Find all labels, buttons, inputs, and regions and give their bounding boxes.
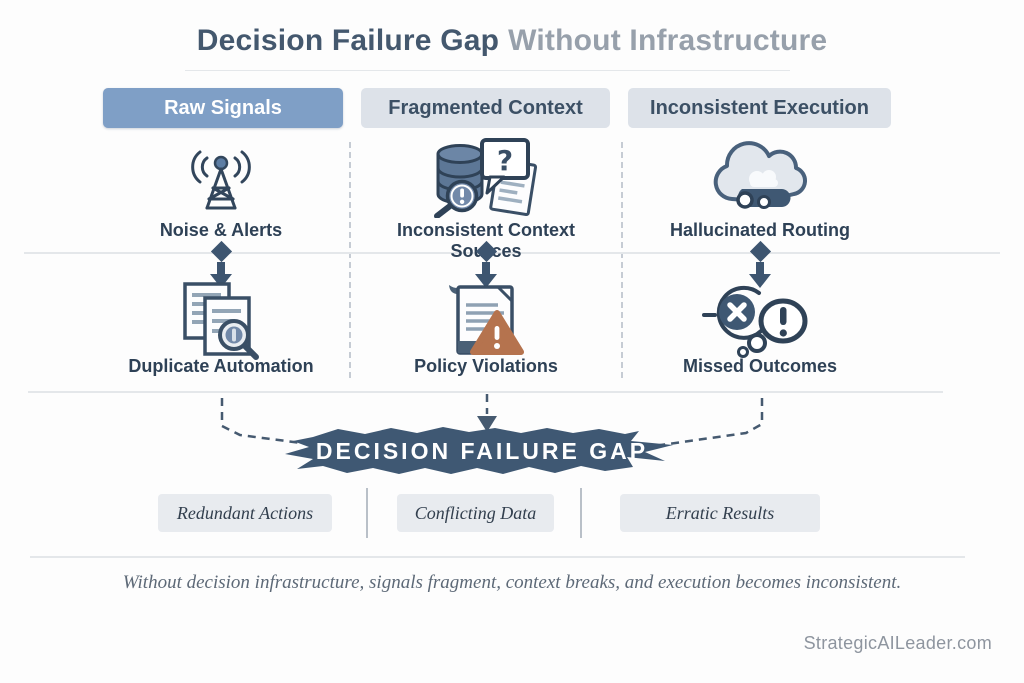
radio-tower-icon — [96, 138, 346, 216]
cloud-routing-icon — [634, 138, 886, 216]
down-arrow-icon — [634, 262, 886, 288]
outcome-box-redundant-actions: Redundant Actions — [158, 494, 332, 532]
document-warning-icon — [360, 285, 612, 355]
stage2-label: Duplicate Automation — [128, 356, 314, 376]
title-primary: Decision Failure Gap — [196, 24, 500, 57]
lower-row-divider — [28, 391, 943, 393]
outcome-divider — [580, 488, 582, 538]
error-cross-alert-icon — [634, 285, 886, 358]
outcome-box-conflicting-data: Conflicting Data — [397, 494, 554, 532]
column-raw-signals: Noise & Alerts Duplicate Au — [96, 138, 346, 390]
stage1-label: Noise & Alerts — [159, 220, 283, 240]
column-divider-left — [349, 142, 351, 378]
column-inconsistent-execution: Hallucinated Routing Missed Outcomes — [634, 138, 886, 390]
column-header-fragmented-context: Fragmented Context — [361, 88, 610, 128]
outcome-divider — [366, 488, 368, 538]
column-header-inconsistent-execution: Inconsistent Execution — [628, 88, 891, 128]
down-arrow-icon — [360, 262, 612, 288]
flow-diamond — [96, 240, 346, 263]
caption-text: Without decision infrastructure, signals… — [122, 572, 902, 593]
outcome-box-erratic-results: Erratic Results — [620, 494, 820, 532]
banner-arrowhead — [477, 416, 497, 432]
column-header-raw-signals: Raw Signals — [103, 88, 343, 128]
failure-gap-banner-label: DECISION FAILURE GAP — [315, 437, 649, 464]
svg-text:?: ? — [497, 144, 513, 177]
title-secondary: Without Infrastructure — [508, 24, 828, 57]
column-divider-right — [621, 142, 623, 378]
stage2-label: Missed Outcomes — [682, 356, 838, 376]
mid-row-divider — [24, 252, 1000, 254]
connector-lines — [220, 394, 764, 449]
stage1-label: Hallucinated Routing — [670, 220, 850, 240]
stage2-label: Policy Violations — [414, 356, 558, 376]
watermark-text: StrategicAILeader.com — [803, 633, 992, 653]
flow-diamond — [360, 240, 612, 263]
down-arrow-icon — [96, 262, 346, 288]
database-question-bubble-icon: ? — [360, 138, 612, 218]
footer-divider — [30, 556, 965, 558]
title-divider — [185, 70, 790, 71]
column-fragmented-context: ? Inconsistent Context Sources — [360, 138, 612, 390]
failure-gap-banner-ribbon — [285, 427, 673, 474]
duplicate-documents-magnifier-icon — [96, 282, 346, 360]
page-title: Decision Failure Gap Without Infrastructu… — [0, 24, 1024, 58]
flow-diamond — [634, 240, 886, 263]
